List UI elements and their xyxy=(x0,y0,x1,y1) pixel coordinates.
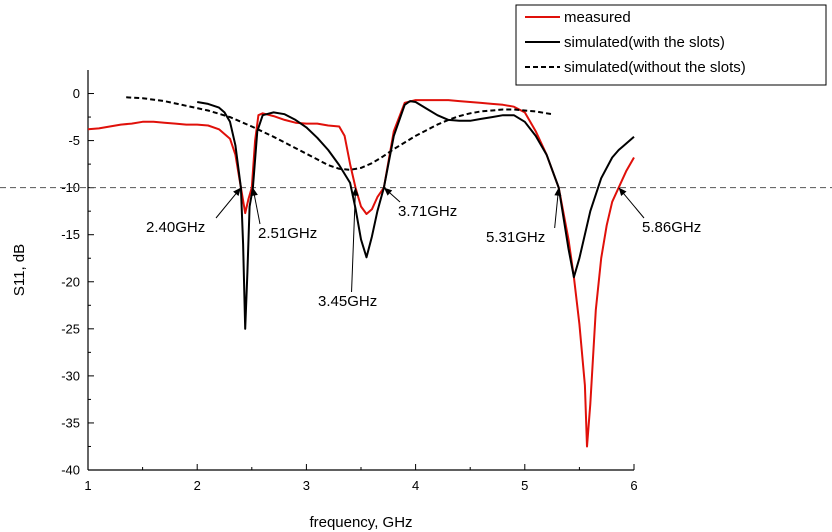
series-layer xyxy=(87,96,635,448)
annotations: 2.40GHz 2.51GHz 3.45GHz 3.71GHz 5.31GHz 5.86G… xyxy=(146,187,701,310)
x-tick-label: 3 xyxy=(303,478,310,493)
annotation-arrowhead xyxy=(250,187,258,197)
legend-box xyxy=(515,4,827,86)
annotation-arrowhead xyxy=(351,187,359,196)
annotation-label: 3.71GHz xyxy=(398,203,457,220)
x-tick-label: 5 xyxy=(521,478,528,493)
y-tick-label: -5 xyxy=(68,133,80,148)
x-tick-label: 1 xyxy=(84,478,91,493)
annotation-arrowhead xyxy=(554,187,562,196)
annotation-arrowhead xyxy=(618,187,627,197)
y-tick-label: 0 xyxy=(73,86,80,101)
y-ticks: 0-5-10-15-20-25-30-35-40 xyxy=(61,86,94,478)
annotation-label: 5.31GHz xyxy=(486,229,545,246)
y-tick-label: -15 xyxy=(61,227,80,242)
annotation-label: 2.40GHz xyxy=(146,219,205,236)
legend-label-simulated-without-slots: simulated(without the slots) xyxy=(564,59,746,76)
x-tick-label: 6 xyxy=(630,478,637,493)
annotation-arrow xyxy=(351,187,357,293)
y-tick-label: -40 xyxy=(61,463,80,478)
annotation-arrowhead xyxy=(233,187,241,197)
axes xyxy=(87,70,634,471)
series-simulated-with-slots xyxy=(197,100,635,330)
y-tick-label: -20 xyxy=(61,274,80,289)
annotation-label: 5.86GHz xyxy=(642,219,701,236)
y-axis-title: S11, dB xyxy=(11,244,28,296)
legend: measured simulated(with the slots) simul… xyxy=(515,4,827,86)
x-axis-title: frequency, GHz xyxy=(309,514,412,531)
annotation-arrowhead xyxy=(383,187,393,196)
y-tick-label: -30 xyxy=(61,368,80,383)
annotation-label: 2.51GHz xyxy=(258,225,317,242)
annotation-label: 3.45GHz xyxy=(318,293,377,310)
legend-label-measured: measured xyxy=(564,9,631,26)
y-tick-label: -25 xyxy=(61,321,80,336)
series-measured xyxy=(87,99,635,448)
series-simulated-without-slots xyxy=(126,96,553,171)
legend-label-simulated-with-slots: simulated(with the slots) xyxy=(564,34,725,51)
x-ticks: 1 2 3 4 5 6 xyxy=(84,464,638,493)
y-tick-label: -35 xyxy=(61,415,80,430)
x-tick-label: 4 xyxy=(412,478,419,493)
x-tick-label: 2 xyxy=(194,478,201,493)
